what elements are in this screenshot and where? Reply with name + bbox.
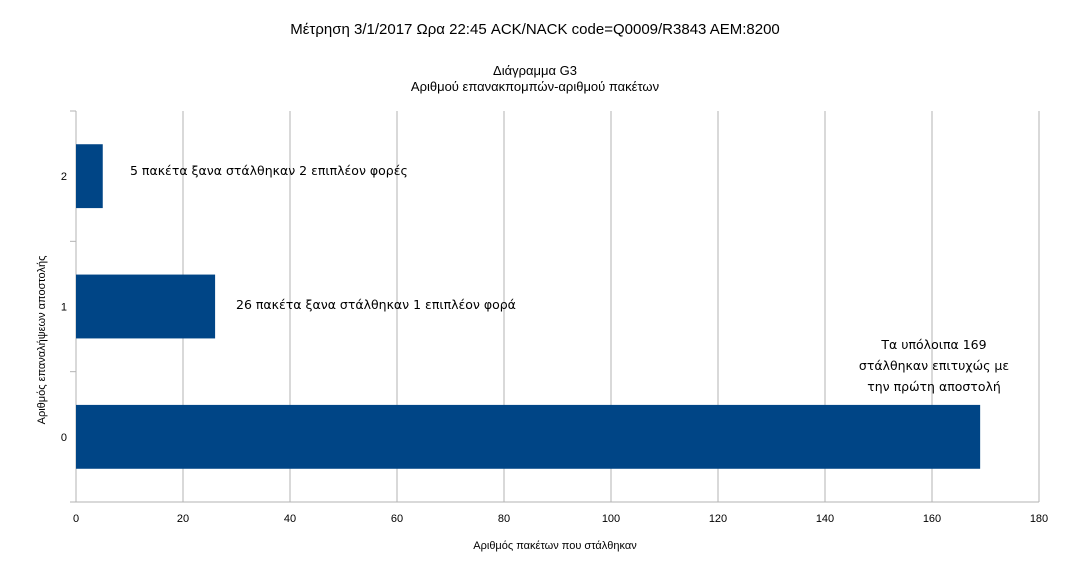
- x-tick-label: 20: [177, 513, 189, 525]
- x-tick-label: 180: [1030, 513, 1048, 525]
- x-tick-label: 80: [498, 513, 510, 525]
- x-tick-label: 160: [923, 513, 941, 525]
- annotation-text: την πρώτη αποστολή: [867, 379, 1001, 394]
- bar: [76, 274, 216, 339]
- x-tick-label: 0: [73, 513, 79, 525]
- y-tick-label: 1: [61, 302, 67, 314]
- annotation-text: στάλθηκαν επιτυχώς με: [859, 358, 1009, 373]
- x-tick-label: 60: [391, 513, 403, 525]
- bar: [76, 404, 981, 469]
- x-axis-label: Αριθμός πακέτων που στάλθηκαν: [473, 540, 637, 552]
- x-tick-label: 140: [816, 513, 834, 525]
- y-tick-label: 2: [61, 171, 67, 183]
- bar: [76, 144, 103, 209]
- x-tick-label: 40: [284, 513, 296, 525]
- chart-subtitle-line-1: Διάγραμμα G3: [493, 63, 577, 78]
- chart-title: Μέτρηση 3/1/2017 Ωρα 22:45 ACK/NACK code…: [290, 21, 780, 38]
- x-tick-label: 120: [709, 513, 727, 525]
- annotation-text: 26 πακέτα ξανα στάλθηκαν 1 επιπλέον φορά: [236, 297, 516, 312]
- chart-subtitle-line-2: Αριθμού επανακπομπών-αριθμού πακέτων: [410, 79, 660, 94]
- y-tick-label: 0: [61, 432, 67, 444]
- annotation-text: Τα υπόλοιπα 169: [880, 337, 986, 352]
- x-tick-label: 100: [602, 513, 620, 525]
- annotation-text: 5 πακέτα ξανα στάλθηκαν 2 επιπλέον φορές: [130, 163, 408, 178]
